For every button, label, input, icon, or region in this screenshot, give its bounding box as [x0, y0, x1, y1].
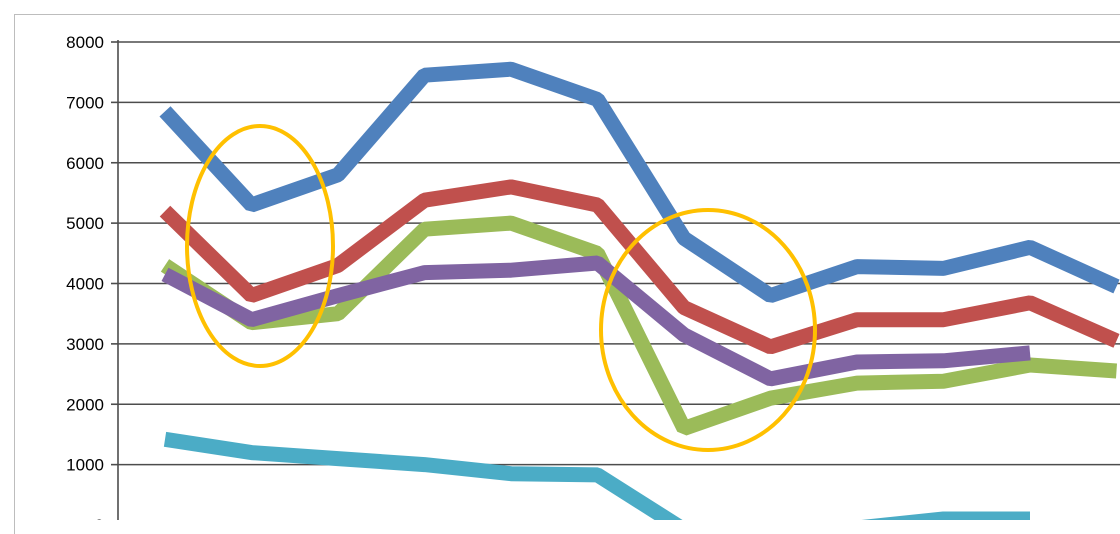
chart-frame [14, 14, 1120, 534]
series-line-4 [161, 255, 1031, 387]
y-tick-label: 1000 [66, 456, 104, 475]
series-line-1 [159, 61, 1120, 303]
highlight-ellipse-2 [599, 208, 817, 452]
y-tick-label: 5000 [66, 214, 104, 233]
series-line-5 [163, 431, 1030, 520]
y-tick-label: 8000 [66, 33, 104, 52]
y-tick-label: 4000 [66, 275, 104, 294]
y-tick-label: 2000 [66, 395, 104, 414]
y-tick-label: 0 [95, 516, 104, 520]
line-chart: 0 1000 2000 3000 4000 5000 6000 7000 8000 [66, 33, 1120, 520]
series-line-2 [159, 179, 1120, 355]
y-tick-label: 7000 [66, 93, 104, 112]
highlight-ellipse-1 [185, 124, 335, 368]
series-line-3 [160, 215, 1118, 436]
y-axis: 0 1000 2000 3000 4000 5000 6000 7000 8000 [66, 33, 119, 520]
series-layer [159, 61, 1120, 520]
annotation-layer [185, 124, 817, 452]
y-tick-label: 3000 [66, 335, 104, 354]
y-tick-label: 6000 [66, 154, 104, 173]
